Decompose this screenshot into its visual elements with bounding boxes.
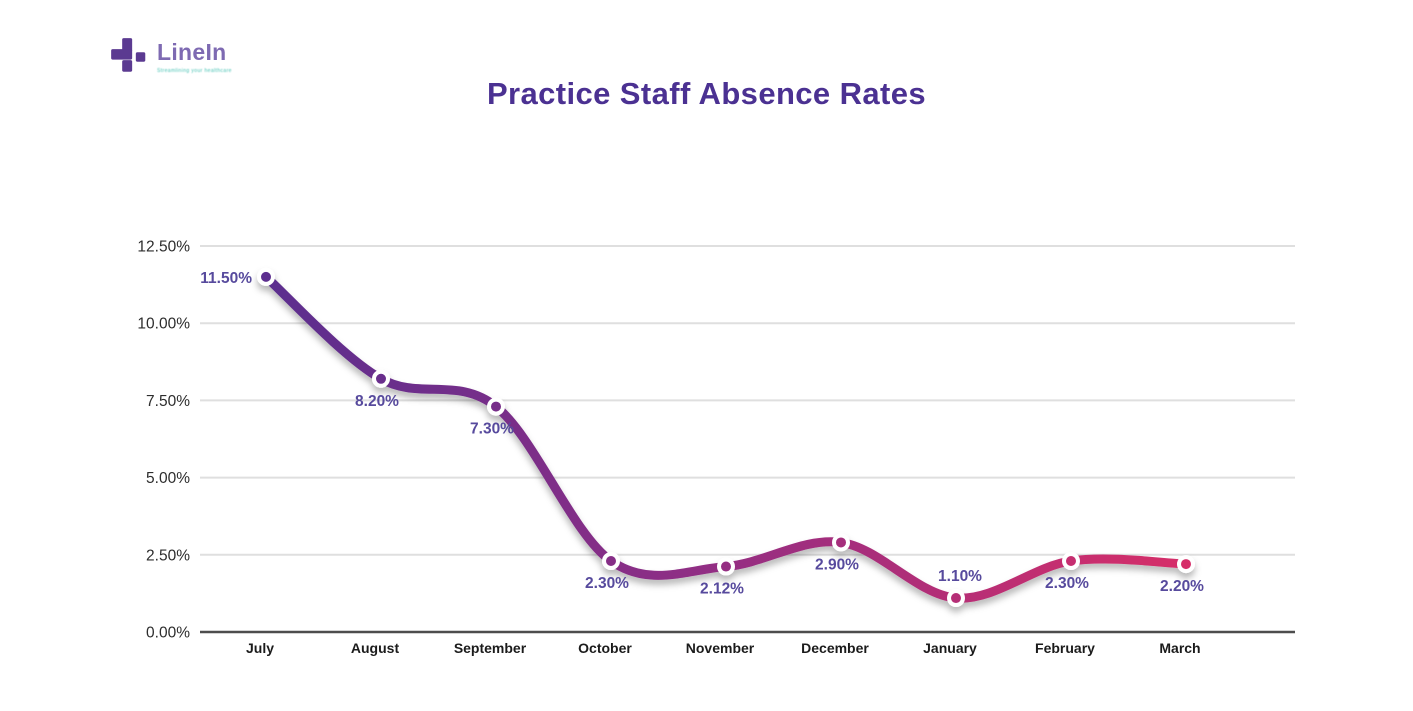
data-point-marker xyxy=(947,589,965,608)
logo-tagline: Streamlining your healthcare xyxy=(157,68,232,75)
x-axis-month-label: September xyxy=(454,640,527,656)
chart-title: Practice Staff Absence Rates xyxy=(486,76,927,111)
x-axis-month-label: November xyxy=(686,640,755,656)
data-point-marker xyxy=(257,267,275,286)
x-axis-month-label: August xyxy=(351,640,400,656)
data-point-marker xyxy=(717,557,735,576)
data-point-label: 7.30% xyxy=(470,421,514,438)
x-axis-month-label: January xyxy=(923,640,977,656)
logo: LineIn Streamlining your healthcare xyxy=(110,34,232,78)
data-point-marker xyxy=(372,369,390,388)
data-point-label: 2.30% xyxy=(1045,575,1089,592)
data-point-label: 2.12% xyxy=(700,581,744,598)
absence-rate-line xyxy=(261,272,1191,603)
data-point-label: 8.20% xyxy=(355,393,399,410)
y-axis-tick-label: 12.50% xyxy=(137,239,190,256)
x-axis-month-label: October xyxy=(578,640,632,656)
data-point-marker xyxy=(602,551,620,570)
data-point-label: 11.50% xyxy=(200,270,252,287)
data-point-label: 2.90% xyxy=(815,556,859,573)
data-point-marker xyxy=(832,533,850,552)
logo-text-block: LineIn Streamlining your healthcare xyxy=(157,39,232,75)
data-point-label: 1.10% xyxy=(938,568,982,585)
y-axis-tick-label: 7.50% xyxy=(146,393,190,410)
data-point-marker xyxy=(487,397,505,416)
data-point-label: 2.20% xyxy=(1160,578,1204,595)
y-axis-tick-label: 0.00% xyxy=(146,625,190,642)
y-axis-tick-label: 2.50% xyxy=(146,547,190,564)
y-axis-tick-label: 5.00% xyxy=(146,470,190,487)
logo-text: LineIn xyxy=(157,39,227,65)
logo-plus-icon xyxy=(111,38,146,72)
data-point-marker xyxy=(1062,551,1080,570)
x-axis-month-label: March xyxy=(1159,640,1200,656)
data-point-label: 2.30% xyxy=(585,575,629,592)
data-point-marker xyxy=(1177,555,1195,574)
x-axis-month-label: July xyxy=(246,640,274,656)
x-axis-month-label: February xyxy=(1035,640,1095,656)
y-axis-tick-label: 10.00% xyxy=(137,316,190,333)
x-axis-month-label: December xyxy=(801,640,869,656)
